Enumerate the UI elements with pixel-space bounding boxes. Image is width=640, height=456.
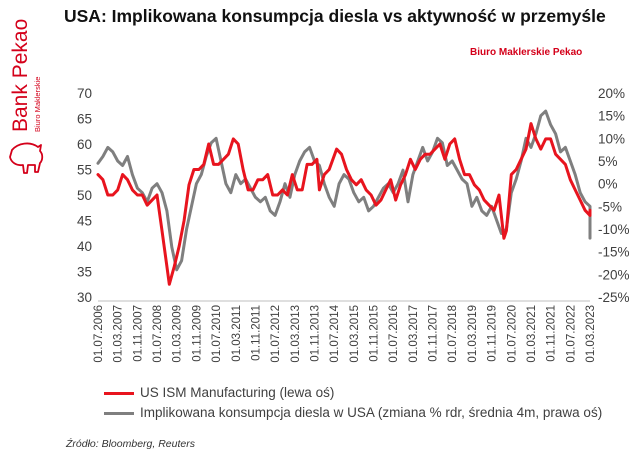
x-tick-label: 01.07.2020 bbox=[506, 305, 518, 363]
left-tick-label: 50 bbox=[77, 188, 92, 203]
left-tick-label: 45 bbox=[77, 214, 92, 229]
x-tick-label: 01.11.2017 bbox=[428, 305, 440, 362]
series-layer bbox=[96, 109, 592, 286]
right-tick-label: -5% bbox=[598, 199, 622, 214]
right-tick-label: 15% bbox=[598, 109, 625, 124]
x-tick-label: 01.03.2007 bbox=[113, 305, 125, 363]
right-tick-label: -20% bbox=[598, 267, 630, 282]
series-diesel-line bbox=[96, 109, 592, 272]
x-tick-label: 01.07.2006 bbox=[93, 305, 105, 363]
x-tick-label: 01.11.2021 bbox=[546, 305, 558, 362]
legend-label-ism: US ISM Manufacturing (lewa oś) bbox=[140, 385, 335, 400]
right-tick-label: 0% bbox=[598, 177, 618, 192]
x-tick-label: 01.03.2019 bbox=[467, 305, 479, 363]
x-tick-label: 01.11.2009 bbox=[191, 305, 203, 362]
x-tick-label: 01.07.2008 bbox=[152, 305, 164, 363]
bison-icon bbox=[9, 142, 44, 174]
x-tick-label: 01.07.2012 bbox=[270, 305, 282, 363]
bank-logo: Bank Pekao Biuro Maklerskie bbox=[9, 19, 44, 174]
left-tick-label: 70 bbox=[77, 86, 92, 101]
bank-logo-subname: Biuro Maklerskie bbox=[33, 77, 42, 132]
x-tick-label: 01.03.2009 bbox=[172, 305, 184, 363]
right-tick-label: -15% bbox=[598, 245, 630, 260]
x-tick-label: 01.11.2007 bbox=[132, 305, 144, 362]
x-tick-label: 01.11.2015 bbox=[369, 305, 381, 362]
x-tick-label: 01.07.2016 bbox=[388, 305, 400, 363]
x-tick-label: 01.07.2018 bbox=[447, 305, 459, 363]
x-tick-label: 01.03.2017 bbox=[408, 305, 420, 363]
right-tick-label: -25% bbox=[598, 290, 630, 305]
x-tick-label: 01.03.2015 bbox=[349, 305, 361, 363]
series-ism-line bbox=[96, 122, 592, 286]
right-tick-label: 5% bbox=[598, 154, 618, 169]
left-axis: 30 35 40 45 50 55 60 65 70 bbox=[77, 86, 92, 305]
right-tick-label: -10% bbox=[598, 222, 630, 237]
brand-tagline: Biuro Maklerskie Pekao bbox=[470, 47, 583, 58]
x-tick-label: 01.03.2011 bbox=[231, 305, 243, 362]
bank-logo-name: Bank Pekao bbox=[9, 19, 32, 132]
x-tick-label: 01.03.2021 bbox=[526, 305, 538, 363]
right-tick-label: 20% bbox=[598, 86, 625, 101]
x-tick-label: 01.11.2013 bbox=[309, 305, 321, 362]
source-note: Źródło: Bloomberg, Reuters bbox=[66, 438, 195, 450]
x-tick-label: 01.07.2014 bbox=[329, 304, 341, 362]
legend-label-diesel: Implikowana konsumpcja diesla w USA (zmi… bbox=[140, 405, 603, 420]
x-axis: 01.07.2006 01.03.2007 01.11.2007 01.07.2008… bbox=[93, 300, 597, 363]
chart-title: USA: Implikowana konsumpcja diesla vs ak… bbox=[64, 6, 606, 26]
x-tick-label: 01.07.2010 bbox=[211, 305, 223, 363]
x-tick-label: 01.11.2019 bbox=[487, 305, 499, 362]
left-tick-label: 55 bbox=[77, 163, 92, 178]
right-axis: -25% -20% -15% -10% -5% 0% 5% 10% 15% 20% bbox=[598, 86, 630, 305]
left-tick-label: 40 bbox=[77, 239, 92, 254]
x-tick-label: 01.07.2022 bbox=[565, 305, 577, 363]
legend-swatch-diesel bbox=[104, 412, 134, 415]
x-tick-label: 01.03.2023 bbox=[585, 305, 597, 363]
legend-swatch-ism bbox=[104, 392, 134, 395]
right-tick-label: 10% bbox=[598, 131, 625, 146]
x-tick-label: 01.11.2011 bbox=[250, 305, 262, 361]
x-tick-label: 01.03.2013 bbox=[290, 305, 302, 363]
left-tick-label: 65 bbox=[77, 112, 92, 127]
left-tick-label: 30 bbox=[77, 290, 92, 305]
left-tick-label: 60 bbox=[77, 137, 92, 152]
left-tick-label: 35 bbox=[77, 265, 92, 280]
